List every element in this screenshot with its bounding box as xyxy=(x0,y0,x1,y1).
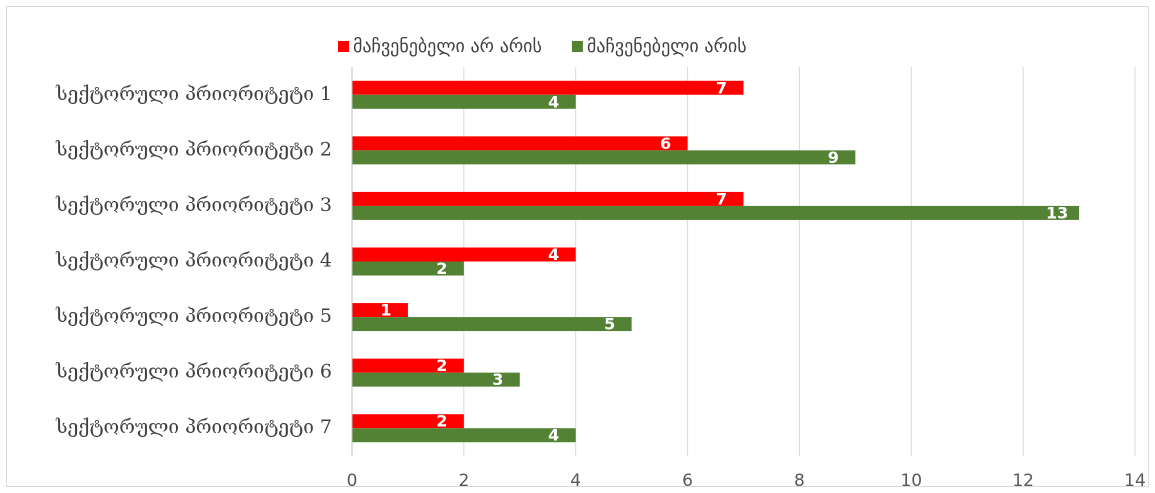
value-label: 7 xyxy=(716,189,727,208)
y-tick-label: სექტორული პრიორიტეტი 3 xyxy=(55,194,332,216)
x-tick-label: 0 xyxy=(347,471,358,491)
bar xyxy=(352,414,464,429)
bar xyxy=(352,317,632,332)
value-label: 13 xyxy=(1046,203,1068,222)
bar xyxy=(352,80,744,95)
bar xyxy=(352,428,576,443)
value-label: 2 xyxy=(436,356,447,375)
value-label: 7 xyxy=(716,78,727,97)
value-label: 1 xyxy=(380,301,391,320)
value-label: 9 xyxy=(828,148,839,167)
x-tick-label: 12 xyxy=(1012,471,1034,491)
bar xyxy=(352,247,576,262)
value-label: 2 xyxy=(436,259,447,278)
legend-label: მაჩვენებელი არის xyxy=(587,36,747,57)
bar xyxy=(352,150,856,165)
bar xyxy=(352,358,464,373)
y-tick-label: სექტორული პრიორიტეტი 7 xyxy=(55,416,332,438)
y-tick-label: სექტორული პრიორიტეტი 4 xyxy=(55,250,332,272)
value-label: 6 xyxy=(660,134,671,153)
bar xyxy=(352,136,688,151)
x-tick-label: 4 xyxy=(570,471,581,491)
value-label: 4 xyxy=(548,92,559,111)
y-tick-label: სექტორული პრიორიტეტი 6 xyxy=(55,361,332,383)
value-label: 4 xyxy=(548,245,559,264)
bar xyxy=(352,94,576,109)
bar xyxy=(352,191,744,206)
value-label: 4 xyxy=(548,426,559,445)
value-label: 2 xyxy=(436,412,447,431)
legend-swatch xyxy=(338,41,349,52)
chart-frame xyxy=(6,6,1149,487)
x-tick-label: 14 xyxy=(1124,471,1146,491)
x-tick-label: 8 xyxy=(794,471,805,491)
x-tick-label: 10 xyxy=(900,471,922,491)
x-tick-label: 6 xyxy=(682,471,693,491)
value-label: 3 xyxy=(492,370,503,389)
y-tick-label: სექტორული პრიორიტეტი 5 xyxy=(55,305,332,327)
bar xyxy=(352,372,520,387)
bar xyxy=(352,205,1080,220)
y-tick-label: სექტორული პრიორიტეტი 1 xyxy=(55,83,332,105)
x-tick-label: 2 xyxy=(458,471,469,491)
legend-swatch xyxy=(571,41,583,52)
legend-label: მაჩვენებელი არ არის xyxy=(353,36,542,57)
y-tick-label: სექტორული პრიორიტეტი 2 xyxy=(55,138,332,160)
bar xyxy=(352,303,408,318)
bar xyxy=(352,261,464,276)
value-label: 5 xyxy=(604,315,615,334)
